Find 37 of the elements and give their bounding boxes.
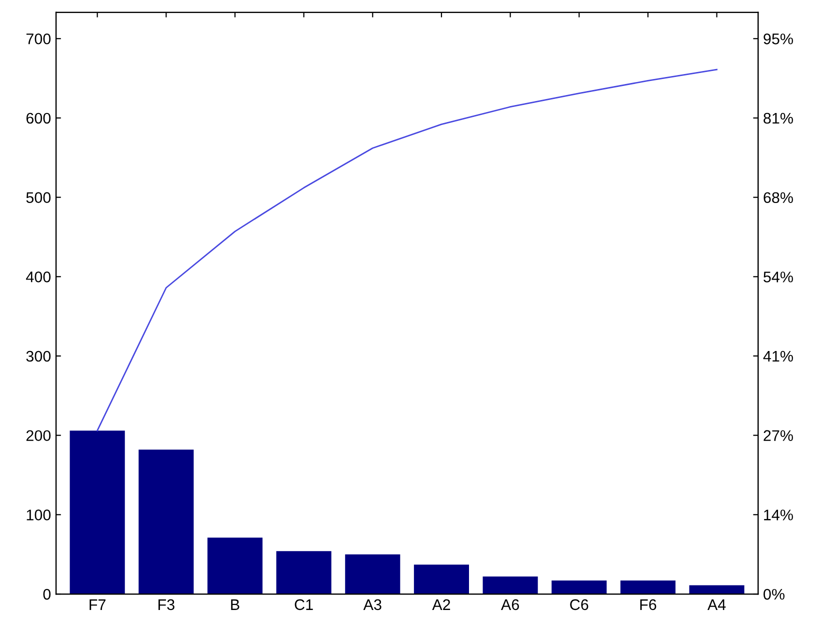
x-tick-label: C6 <box>570 599 588 610</box>
bar <box>414 564 469 594</box>
y2-tick-label: 68% <box>764 192 793 204</box>
x-tick-label: A4 <box>707 599 726 610</box>
x-tick-label: F3 <box>158 599 174 610</box>
x-tick-label: F6 <box>640 599 656 610</box>
x-tick-label: B <box>231 599 240 610</box>
y-tick-label: 400 <box>26 272 51 282</box>
line-series <box>96 68 718 432</box>
bar <box>345 554 400 594</box>
y-tick-label: 600 <box>26 112 51 124</box>
y-tick-label: 100 <box>26 510 51 520</box>
y-tick-label: 200 <box>26 430 51 442</box>
x-tick-label: A2 <box>432 599 450 610</box>
x-tick-label: A3 <box>363 599 382 610</box>
y-tick-label: 700 <box>26 33 51 44</box>
y2-tick-label: 27% <box>764 430 793 441</box>
x-tick-label: C1 <box>294 599 313 610</box>
bar <box>276 551 332 594</box>
bar <box>552 580 607 594</box>
y2-tick-label: 41% <box>763 350 793 362</box>
y-tick-label: 300 <box>26 350 51 362</box>
y2-tick-label: 81% <box>764 112 793 124</box>
y2-tick-label: 54% <box>764 272 793 282</box>
y2-tick-label: 95% <box>764 34 793 44</box>
bar <box>689 585 744 594</box>
bar <box>70 430 125 594</box>
y2-tick-label: 0% <box>764 588 784 600</box>
x-tick-label: A6 <box>500 599 519 610</box>
x-tick-label: F7 <box>90 599 106 610</box>
y2-tick-label: 14% <box>764 510 793 520</box>
bar <box>482 576 538 594</box>
y-tick-label: 0 <box>43 588 51 600</box>
y-tick-label: 500 <box>26 192 51 203</box>
bar <box>620 580 676 594</box>
bar <box>138 450 194 594</box>
bar <box>207 538 263 594</box>
